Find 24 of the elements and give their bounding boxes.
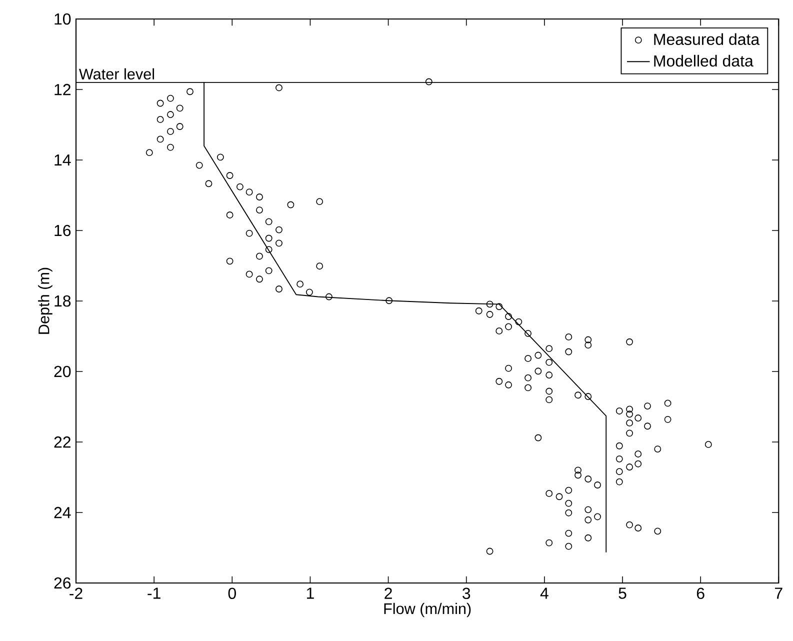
y-tick-label: 18 [54,295,71,307]
x-tick-label: 1 [306,588,314,599]
x-tick-label: -2 [70,588,82,599]
x-tick-label: 0 [228,588,236,600]
y-tick-label: 12 [54,84,70,96]
y-tick-label: 26 [54,577,71,589]
legend-label: Modelled data [654,54,754,67]
x-tick-label: 7 [775,588,782,599]
y-tick-label: 16 [54,224,71,236]
y-tick-label: 22 [54,436,70,448]
x-tick-label: 3 [462,588,470,600]
y-tick-label: 20 [54,366,71,378]
y-axis-title: Depth (m) [38,268,52,334]
x-tick-label: 5 [618,588,626,599]
y-tick-label: 10 [54,13,71,25]
x-tick-label: 6 [696,588,704,600]
y-tick-label: 14 [54,154,71,166]
ref-line-label: Water level [79,68,154,80]
y-tick-label: 24 [54,506,71,518]
x-axis-title: Flow (m/min) [384,602,471,618]
x-tick-label: 2 [384,588,392,599]
x-tick-label: -1 [148,588,160,599]
x-tick-label: 4 [540,588,548,599]
legend-label: Measured data [654,33,760,45]
